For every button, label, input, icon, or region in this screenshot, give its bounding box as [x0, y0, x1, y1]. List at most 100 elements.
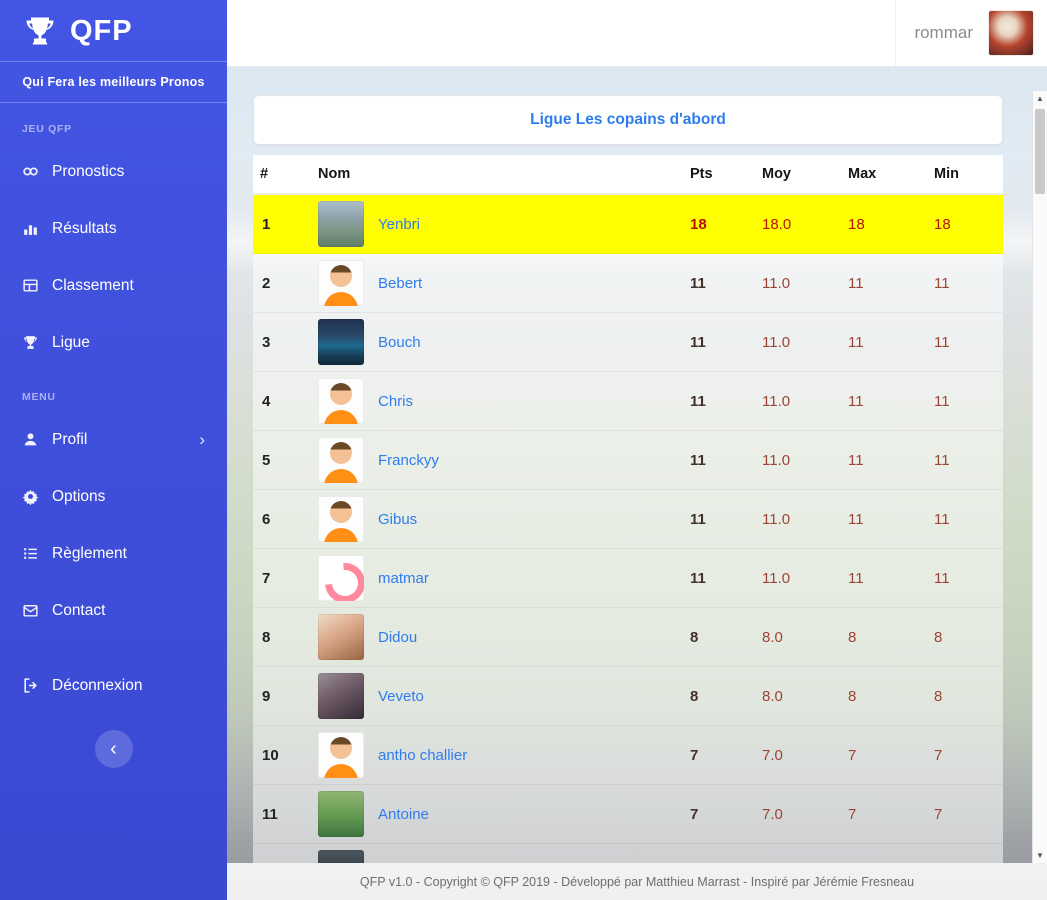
sidebar-item-deconnexion[interactable]: Déconnexion [0, 657, 227, 714]
moy-cell: 18.0 [755, 216, 841, 233]
max-cell: 8 [841, 688, 927, 705]
table-header-row: # Nom Pts Moy Max Min [253, 155, 1003, 195]
app-tagline: Qui Fera les meilleurs Pronos [22, 75, 205, 89]
player-avatar [318, 496, 364, 542]
sidebar-item-label: Règlement [52, 544, 127, 562]
sidebar-item-reglement[interactable]: Règlement [0, 525, 227, 582]
topbar: rommar [227, 0, 1047, 67]
min-cell: 7 [927, 806, 1003, 823]
max-value: 7 [848, 805, 857, 823]
sidebar-item-profil[interactable]: Profil › [0, 411, 227, 468]
rank-value: 4 [262, 392, 271, 410]
section-label-jeu: JEU QFP [22, 123, 72, 135]
player-avatar [318, 319, 364, 365]
player-avatar [318, 555, 364, 601]
player-link[interactable]: Yenbri [378, 215, 420, 233]
min-cell: 8 [927, 629, 1003, 646]
section-label-menu: MENU [22, 391, 56, 403]
player-link[interactable]: matmar [378, 569, 429, 587]
name-cell: Bebert [311, 260, 683, 306]
player-avatar [318, 378, 364, 424]
max-cell: 11 [841, 511, 927, 528]
col-header-moy: Moy [762, 166, 791, 182]
min-value: 11 [934, 333, 950, 351]
scrollbar-up-icon[interactable]: ▲ [1036, 94, 1044, 103]
content-area: Ligue Les copains d'abord # Nom Pts Moy … [227, 67, 1047, 863]
sidebar-item-label: Classement [52, 276, 134, 294]
player-link[interactable]: Bouch [378, 333, 421, 351]
logout-icon [24, 678, 37, 693]
sidebar-item-ligue[interactable]: Ligue [0, 314, 227, 371]
moy-value: 7.0 [762, 805, 783, 823]
name-cell: Chris [311, 378, 683, 424]
max-value: 8 [848, 628, 857, 646]
stadium-background: Ligue Les copains d'abord # Nom Pts Moy … [227, 67, 1047, 900]
player-link[interactable]: Didou [378, 628, 418, 646]
scrollbar-thumb[interactable] [1035, 109, 1045, 194]
max-value: 11 [848, 451, 864, 469]
sidebar-item-pronostics[interactable]: Pronostics [0, 143, 227, 200]
player-link[interactable]: Chris [378, 392, 414, 410]
rank-value: 2 [262, 274, 271, 292]
name-cell: antho challier [311, 732, 683, 778]
player-avatar [318, 732, 364, 778]
player-link[interactable]: antho challier [378, 746, 468, 764]
rank-value: 1 [262, 215, 271, 233]
rank-value: 11 [262, 805, 278, 823]
sidebar-item-label: Contact [52, 601, 106, 619]
player-link[interactable]: Veveto [378, 687, 424, 705]
sidebar-collapse-button[interactable]: ‹ [94, 730, 133, 768]
rank-cell: 11 [253, 806, 311, 823]
standings-table: # Nom Pts Moy Max Min 1 Yenbri 18 18.0 1… [253, 155, 1003, 863]
min-cell: 18 [927, 216, 1003, 233]
max-value: 11 [848, 569, 864, 587]
table-row: 11 Antoine 7 7.0 7 7 [253, 785, 1003, 844]
player-link[interactable]: Antoine [378, 805, 429, 823]
vertical-scrollbar[interactable]: ▲ ▼ [1032, 91, 1047, 863]
scrollbar-down-icon[interactable]: ▼ [1036, 851, 1044, 860]
pts-value: 11 [690, 274, 706, 292]
min-value: 11 [934, 274, 950, 292]
table-row: 7 matmar 11 11.0 11 11 [253, 549, 1003, 608]
max-value: 18 [848, 215, 865, 233]
name-cell: Bouch [311, 319, 683, 365]
footer-text: QFP v1.0 - Copyright © QFP 2019 - Dévelo… [359, 874, 915, 889]
envelope-icon [23, 604, 38, 617]
rank-value: 7 [262, 569, 271, 587]
pts-cell: 8 [683, 688, 755, 705]
player-link[interactable]: Bebert [378, 274, 423, 292]
logo[interactable]: QFP [0, 0, 227, 61]
bar-chart-icon [24, 225, 37, 235]
player-link[interactable]: Gibus [378, 510, 418, 528]
sidebar-item-label: Déconnexion [52, 676, 143, 694]
player-link[interactable]: Franckyy [378, 451, 439, 469]
moy-cell: 11.0 [755, 393, 841, 410]
min-cell: 11 [927, 393, 1003, 410]
sidebar-item-resultats[interactable]: Résultats [0, 200, 227, 257]
user-icon [24, 433, 37, 446]
table-row: 8 Didou 8 8.0 8 8 [253, 608, 1003, 667]
sidebar-item-options[interactable]: Options [0, 468, 227, 525]
name-cell: Veveto [311, 673, 683, 719]
pts-cell: 11 [683, 334, 755, 351]
sidebar-item-label: Ligue [52, 333, 90, 351]
table-row: 6 Gibus 11 11.0 11 11 [253, 490, 1003, 549]
pts-value: 11 [690, 333, 706, 351]
username-menu[interactable]: rommar [895, 0, 973, 66]
col-header-min: Min [934, 166, 959, 182]
min-cell: 7 [927, 747, 1003, 764]
user-avatar[interactable] [989, 11, 1033, 55]
moy-cell: 7.0 [755, 747, 841, 764]
table-row: 1 Yenbri 18 18.0 18 18 [253, 195, 1003, 254]
moy-cell: 11.0 [755, 452, 841, 469]
name-cell: Yenbri [311, 201, 683, 247]
sidebar-item-classement[interactable]: Classement [0, 257, 227, 314]
name-cell: Franckyy [311, 437, 683, 483]
rank-value: 8 [262, 628, 271, 646]
rank-value: 10 [262, 746, 279, 764]
sidebar-item-contact[interactable]: Contact [0, 582, 227, 639]
rank-value: 6 [262, 510, 271, 528]
moy-value: 11.0 [762, 392, 791, 410]
min-value: 11 [934, 569, 950, 587]
pts-cell: 11 [683, 511, 755, 528]
